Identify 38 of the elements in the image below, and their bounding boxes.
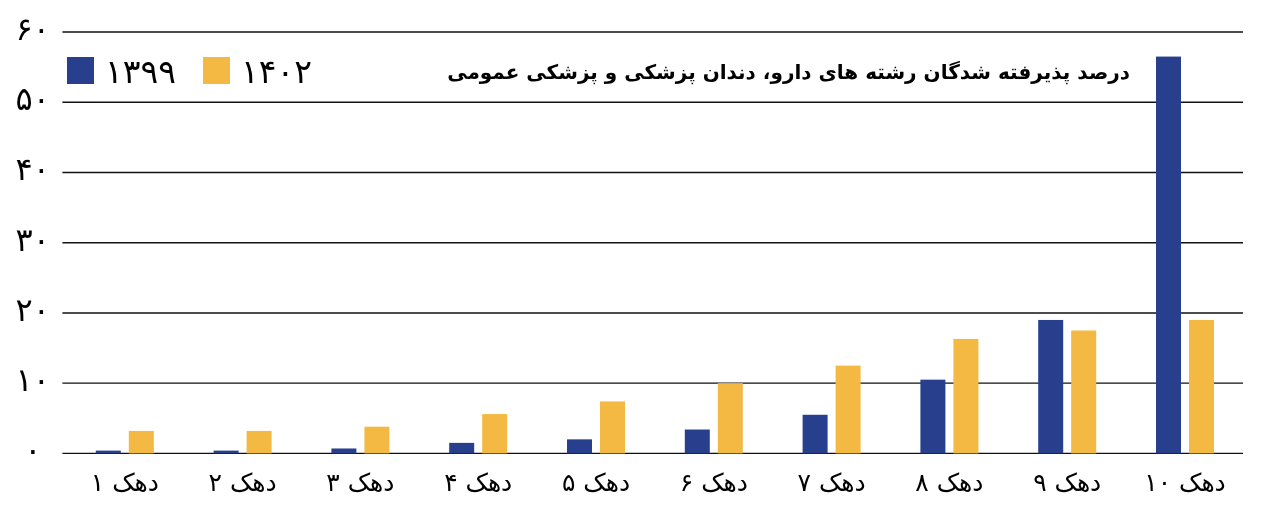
x-tick-label: دهک ۷ (797, 467, 866, 497)
x-tick-label: دهک ۳ (326, 467, 395, 497)
bar (331, 448, 357, 454)
y-tick-label: ۳۰ (15, 220, 50, 259)
y-tick-label: ۲۰ (15, 290, 50, 329)
bar (1071, 330, 1097, 454)
bar (684, 429, 710, 454)
text: درصد پذیرفته شدگان رشته های دارو، دندان پزشکی و پزشکی عمومی (447, 59, 1130, 85)
bar (953, 338, 979, 454)
bar (364, 426, 390, 454)
x-tick-label: دهک ۲ (208, 467, 277, 497)
x-tick-label: دهک ۶ (679, 467, 748, 497)
x-tick-label: دهک ۹ (1033, 467, 1102, 497)
bar (246, 430, 272, 454)
bar (1038, 319, 1064, 454)
y-tick-label: ۶۰ (15, 10, 50, 48)
x-tick-label: دهک ۴ (444, 467, 513, 497)
bar (600, 401, 625, 454)
x-tick-label: دهک ۱ (90, 467, 159, 497)
x-tick-label: دهک ۵ (561, 467, 631, 497)
y-tick-label: ۴۰ (15, 150, 50, 189)
y-tick-label: ۵۰ (15, 80, 50, 119)
y-tick-label: ۰ (24, 431, 42, 470)
x-tick-label: دهک ۱۰ (1144, 467, 1226, 497)
bar (920, 379, 946, 454)
bar (567, 439, 592, 454)
x-tick-label: دهک ۸ (915, 467, 984, 497)
legend-label: ۱۳۹۹ (105, 52, 176, 91)
bar (1189, 319, 1214, 454)
bar (449, 442, 475, 454)
bar (482, 414, 508, 454)
bar (1156, 56, 1181, 454)
y-tick-label: ۱۰ (15, 361, 50, 400)
legend-label: ۱۴۰۲ (241, 52, 312, 91)
bar (835, 365, 861, 454)
bar (717, 383, 743, 454)
bar (802, 414, 828, 454)
bar (128, 430, 154, 454)
